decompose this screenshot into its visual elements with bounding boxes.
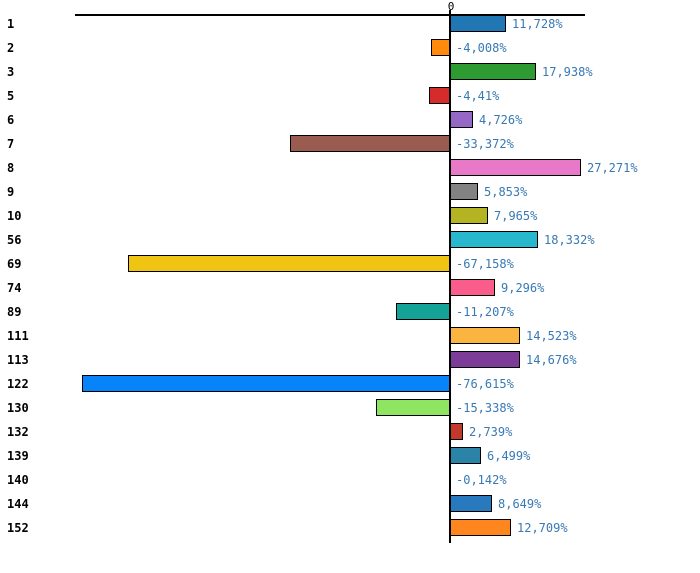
category-label: 152 (7, 521, 29, 535)
value-label: 2,739% (469, 425, 513, 439)
category-label: 89 (7, 305, 22, 319)
value-label: 7,965% (494, 209, 538, 223)
category-label: 69 (7, 257, 22, 271)
category-label: 113 (7, 353, 29, 367)
value-label: 14,523% (526, 329, 577, 343)
bar (82, 375, 450, 392)
category-label: 7 (7, 137, 15, 151)
zero-baseline (449, 10, 451, 543)
top-axis-line (75, 14, 585, 16)
bar (450, 519, 511, 536)
value-label: 9,296% (501, 281, 545, 295)
bar (128, 255, 450, 272)
bar (396, 303, 450, 320)
zero-tick-label: 0 (447, 0, 455, 13)
value-label: 11,728% (512, 17, 563, 31)
bar (450, 15, 506, 32)
value-label: 5,853% (484, 185, 528, 199)
value-label: -4,41% (456, 89, 500, 103)
category-label: 132 (7, 425, 29, 439)
bar (290, 135, 450, 152)
category-label: 140 (7, 473, 29, 487)
bar (431, 39, 450, 56)
bar (450, 327, 520, 344)
value-label: -15,338% (456, 401, 514, 415)
value-label: 8,649% (498, 497, 542, 511)
category-label: 8 (7, 161, 15, 175)
category-label: 2 (7, 41, 15, 55)
category-label: 111 (7, 329, 29, 343)
category-label: 56 (7, 233, 22, 247)
bar (450, 207, 488, 224)
bar (450, 423, 463, 440)
category-label: 5 (7, 89, 15, 103)
bar (450, 63, 536, 80)
category-label: 6 (7, 113, 15, 127)
bar (450, 495, 492, 512)
category-label: 1 (7, 17, 15, 31)
category-label: 10 (7, 209, 22, 223)
value-label: 12,709% (517, 521, 568, 535)
bar (429, 87, 450, 104)
value-label: -4,008% (456, 41, 507, 55)
bar (450, 231, 538, 248)
value-label: -11,207% (456, 305, 514, 319)
category-label: 74 (7, 281, 22, 295)
category-label: 122 (7, 377, 29, 391)
value-label: 6,499% (487, 449, 531, 463)
bar (450, 351, 520, 368)
value-label: -0,142% (456, 473, 507, 487)
bar (450, 447, 481, 464)
category-label: 9 (7, 185, 15, 199)
category-label: 139 (7, 449, 29, 463)
bar (450, 183, 478, 200)
bar (450, 279, 495, 296)
bar (376, 399, 450, 416)
value-label: 14,676% (526, 353, 577, 367)
bar (450, 111, 473, 128)
value-label: 17,938% (542, 65, 593, 79)
value-label: 18,332% (544, 233, 595, 247)
value-label: 4,726% (479, 113, 523, 127)
bar (450, 159, 581, 176)
category-label: 130 (7, 401, 29, 415)
value-label: -33,372% (456, 137, 514, 151)
bar (449, 471, 451, 488)
category-label: 3 (7, 65, 15, 79)
value-label: 27,271% (587, 161, 638, 175)
category-label: 144 (7, 497, 29, 511)
value-label: -76,615% (456, 377, 514, 391)
value-label: -67,158% (456, 257, 514, 271)
